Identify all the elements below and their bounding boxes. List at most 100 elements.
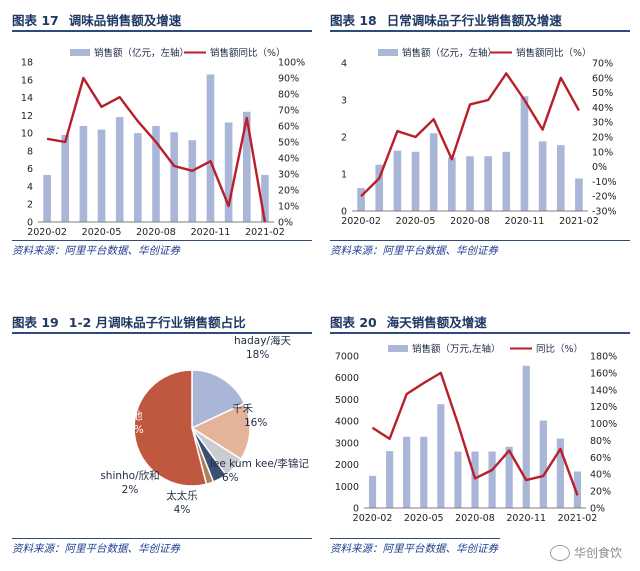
x-tick-label: 2020-08 bbox=[455, 513, 495, 524]
y-right-tick-label: 180% bbox=[590, 352, 617, 363]
bar bbox=[420, 436, 428, 508]
x-tick-label: 2020-02 bbox=[27, 227, 67, 238]
bar bbox=[188, 140, 197, 222]
legend-bar-swatch bbox=[388, 345, 408, 352]
title-rule bbox=[330, 332, 630, 334]
y-right-tick-label: 100% bbox=[278, 58, 305, 69]
x-tick-label: 2020-11 bbox=[505, 216, 545, 227]
x-tick-label: 2020-05 bbox=[404, 513, 444, 524]
y-left-tick-label: 6 bbox=[27, 164, 33, 175]
panel-title: 图表 20 海天销售额及增速 bbox=[330, 315, 487, 330]
slice-pct-label: 2% bbox=[122, 484, 139, 496]
bar bbox=[403, 436, 411, 508]
legend-line-label: 销售额同比（%） bbox=[210, 47, 286, 59]
panel-title: 图表 18 日常调味品子行业销售额及增速 bbox=[330, 13, 562, 28]
slice-pct-label: 6% bbox=[222, 472, 239, 484]
pie-slice bbox=[133, 369, 208, 487]
slice-pct-label: 4% bbox=[174, 504, 191, 516]
y-right-tick-label: 40% bbox=[590, 470, 611, 481]
slice-label: lee kum kee/李锦记 bbox=[210, 457, 309, 470]
panel-17: 图表 17 调味品销售额及增速 销售额（亿元，左轴） 销售额同比（%） 0 2 4 6 8 10… bbox=[12, 10, 312, 260]
y-left-tick-label: 2000 bbox=[335, 460, 359, 471]
bar bbox=[556, 438, 564, 508]
bar bbox=[505, 446, 513, 508]
legend-bar-label: 销售额（亿元，左轴） bbox=[94, 47, 189, 59]
source-note: 资料来源：阿里平台数据、华创证券 bbox=[330, 543, 498, 555]
title-rule bbox=[330, 30, 630, 32]
y-left-tick-label: 1000 bbox=[335, 482, 359, 493]
series-line bbox=[46, 76, 267, 223]
watermark: 华创食饮 bbox=[549, 544, 622, 561]
y-left-tick-label: 10 bbox=[21, 129, 33, 140]
source-rule bbox=[330, 240, 630, 241]
bar bbox=[170, 132, 178, 222]
y-right-tick-label: 0% bbox=[592, 162, 607, 173]
x-tick-label: 2020-11 bbox=[191, 227, 231, 238]
y-left-tick-label: 4000 bbox=[335, 417, 359, 428]
y-right-tick-label: 60% bbox=[592, 73, 613, 84]
slice-label: shinho/欣和 bbox=[100, 469, 159, 482]
x-tick-label: 2020-08 bbox=[136, 227, 176, 238]
bar bbox=[152, 126, 160, 222]
series-line bbox=[360, 72, 580, 198]
y-left-tick-label: 14 bbox=[21, 93, 33, 104]
legend-line-label: 销售额同比（%） bbox=[516, 47, 592, 59]
bar bbox=[575, 178, 583, 211]
y-left-tick-label: 6000 bbox=[335, 373, 359, 384]
bar bbox=[375, 164, 384, 211]
bar bbox=[357, 188, 365, 211]
x-tick-label: 2020-05 bbox=[396, 216, 436, 227]
y-right-tick-label: 30% bbox=[278, 170, 299, 181]
slice-label: 其他 bbox=[122, 409, 143, 422]
bar bbox=[520, 96, 529, 211]
bar bbox=[115, 117, 124, 222]
panel-title: 图表 19 1-2 月调味品子行业销售额占比 bbox=[12, 315, 246, 330]
y-left-tick-label: 18 bbox=[21, 58, 33, 69]
x-tick-label: 2021-02 bbox=[559, 216, 599, 227]
y-left-tick-label: 1 bbox=[341, 170, 347, 181]
y-left-tick-label: 7000 bbox=[335, 352, 359, 363]
y-left-tick-label: 0 bbox=[341, 207, 347, 218]
chart-p20: 销售额（万元,左轴） 同比（%） 0 1000 2000 3000 4000 5000 6000… bbox=[335, 343, 617, 524]
y-right-tick-label: 40% bbox=[592, 103, 613, 114]
bar bbox=[411, 151, 420, 211]
y-right-tick-label: 20% bbox=[590, 487, 611, 498]
wechat-icon bbox=[549, 544, 570, 561]
bar bbox=[79, 126, 88, 222]
legend-bar-label: 销售额（万元,左轴） bbox=[412, 343, 501, 355]
y-left-tick-label: 0 bbox=[353, 504, 359, 515]
title-rule bbox=[12, 30, 312, 32]
bar bbox=[437, 404, 445, 508]
bar bbox=[471, 451, 479, 508]
y-left-tick-label: 3 bbox=[341, 96, 347, 107]
series-line bbox=[371, 371, 579, 496]
chart-p19: haday/海天 18% 千禾 16% lee kum kee/李锦记 6% 太太乐 4% sh… bbox=[100, 336, 309, 516]
chart-p18: 销售额（亿元，左轴） 销售额同比（%） 0 1 2 3 4 -30% -20% -10% 0% 10%… bbox=[341, 47, 617, 227]
x-tick-label: 2021-02 bbox=[245, 227, 285, 238]
bar bbox=[522, 365, 530, 508]
bar bbox=[539, 420, 547, 508]
bar bbox=[134, 133, 142, 222]
y-left-tick-label: 12 bbox=[21, 111, 33, 122]
y-left-tick-label: 2 bbox=[27, 200, 33, 211]
bar bbox=[556, 145, 565, 211]
y-left-tick-label: 3000 bbox=[335, 438, 359, 449]
bar bbox=[429, 133, 438, 211]
y-right-tick-label: 80% bbox=[278, 90, 299, 101]
y-right-tick-label: 40% bbox=[278, 154, 299, 165]
bar bbox=[488, 451, 496, 508]
y-right-tick-label: 20% bbox=[592, 133, 613, 144]
source-note: 资料来源：阿里平台数据、华创证券 bbox=[12, 245, 180, 257]
bar bbox=[484, 156, 492, 211]
y-right-tick-label: -30% bbox=[592, 207, 617, 218]
bar bbox=[502, 151, 511, 211]
panel-19: 图表 19 1-2 月调味品子行业销售额占比 haday/海天 18% 千禾 16% le… bbox=[12, 312, 312, 562]
legend-bar-label: 销售额（亿元，左轴） bbox=[402, 47, 497, 59]
bar bbox=[538, 141, 547, 211]
slice-label: 千禾 bbox=[232, 403, 253, 415]
bar bbox=[61, 134, 70, 222]
title-rule bbox=[12, 332, 312, 334]
source-note: 资料来源：阿里平台数据、华创证券 bbox=[330, 245, 498, 257]
y-left-tick-label: 2 bbox=[341, 133, 347, 144]
source-rule bbox=[12, 240, 312, 241]
